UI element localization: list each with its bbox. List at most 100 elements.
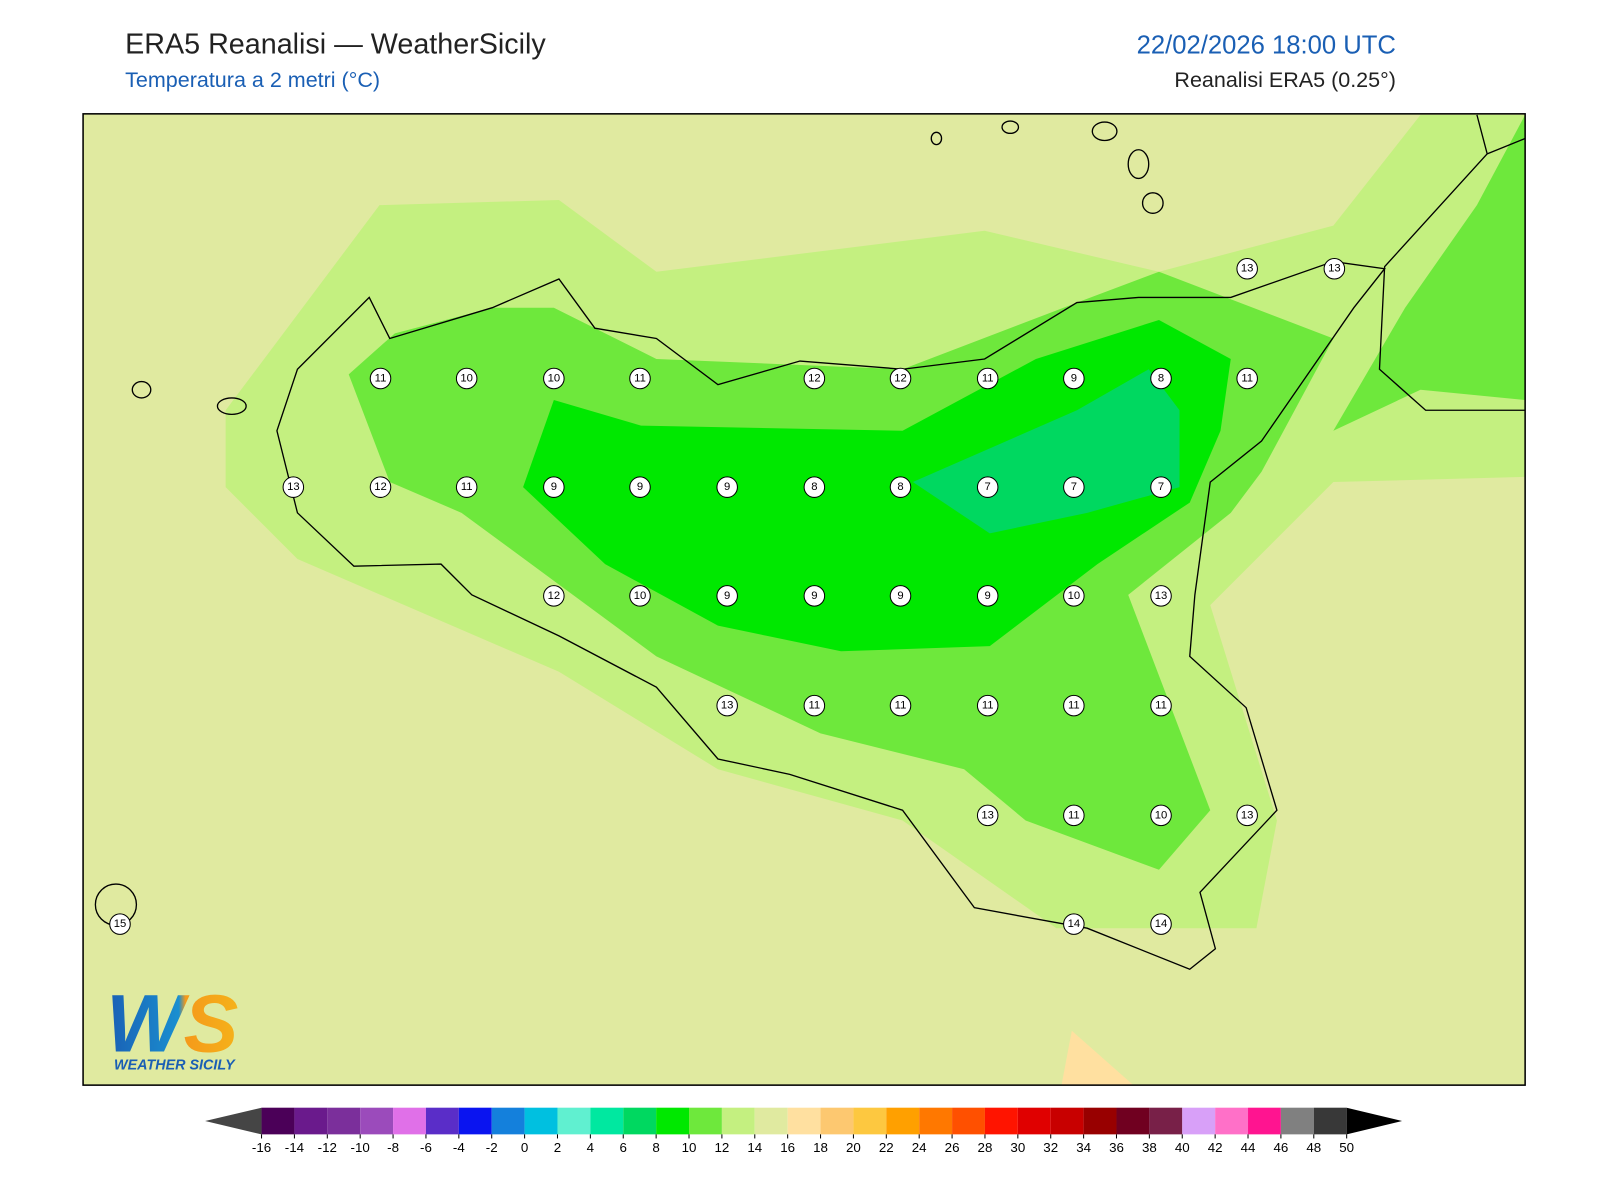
colorbar-tick-label: -12 [318, 1140, 337, 1155]
field-band [523, 320, 1231, 652]
logo-mark: WS [106, 978, 238, 1069]
colorbar-tick-label: 42 [1208, 1140, 1223, 1155]
colorbar-bin [294, 1107, 328, 1135]
field-band [1333, 114, 1526, 431]
colorbar-bin [1116, 1107, 1150, 1135]
station-value: 11 [1068, 809, 1080, 821]
station-value: 7 [1071, 481, 1077, 493]
station-value: 10 [1068, 590, 1081, 602]
colorbar-bin [1017, 1107, 1051, 1135]
station-value: 8 [1158, 372, 1164, 384]
station-marker [976, 694, 999, 717]
station-value: 11 [375, 372, 387, 384]
colorbar-tick-label: 20 [846, 1140, 861, 1155]
colorbar-bin [623, 1107, 657, 1135]
map [83, 113, 1526, 1086]
station-value: 11 [809, 700, 821, 712]
field-band [1061, 1030, 1134, 1086]
station-marker [976, 476, 999, 498]
source: Reanalisi ERA5 (0.25°) [1174, 68, 1395, 92]
station-value: 9 [897, 590, 903, 602]
colorbar-bin [1280, 1107, 1314, 1135]
colorbar-tick-label: 44 [1241, 1140, 1256, 1155]
station-value: 13 [1155, 590, 1168, 602]
station-value: 11 [461, 481, 473, 493]
station-marker [1236, 804, 1258, 827]
station-value: 15 [114, 918, 127, 930]
station-value: 7 [1158, 481, 1164, 493]
station-value: 9 [985, 590, 991, 602]
colorbar-tick-label: 24 [912, 1140, 927, 1155]
colorbar-tick-label: 4 [587, 1140, 595, 1155]
colorbar-bin [820, 1107, 854, 1135]
colorbar-bin [1313, 1107, 1347, 1135]
station-marker [1236, 367, 1258, 390]
colorbar-tick-label: 30 [1010, 1140, 1025, 1155]
station-marker [1063, 694, 1085, 717]
colorbar-bin [491, 1107, 525, 1135]
colorbar-tick-label: 14 [747, 1140, 762, 1155]
station-value: 11 [1155, 700, 1167, 712]
station-value: 11 [982, 372, 994, 384]
colorbar-bin [721, 1107, 755, 1135]
colorbar-tick-label: 0 [521, 1140, 528, 1155]
station-marker [1063, 913, 1085, 935]
station-value: 9 [724, 590, 730, 602]
colorbar-tick-label: 38 [1142, 1140, 1157, 1155]
colorbar-bin [919, 1107, 953, 1135]
station-marker [1150, 367, 1172, 390]
colorbar-bin [952, 1107, 985, 1135]
station-marker [803, 694, 826, 717]
station-value: 13 [1241, 809, 1254, 821]
station-value: 9 [637, 481, 643, 493]
station-marker [976, 585, 999, 607]
colorbar-tick-label: -2 [486, 1140, 498, 1155]
station-marker [369, 367, 392, 390]
station-marker [889, 694, 912, 717]
station-value: 14 [1068, 918, 1081, 930]
colorbar-tick-label: -4 [453, 1140, 465, 1155]
station-value: 11 [982, 700, 994, 712]
colorbar-tick-label: 10 [682, 1140, 697, 1155]
colorbar-bin [656, 1107, 690, 1135]
station-value: 11 [1068, 700, 1080, 712]
colorbar-tick-label: 28 [978, 1140, 993, 1155]
colorbar-tick-label: 36 [1109, 1140, 1124, 1155]
station-value: 10 [634, 590, 647, 602]
station-value: 9 [551, 481, 557, 493]
station-value: 14 [1155, 918, 1168, 930]
station-marker [716, 694, 738, 717]
station-marker [455, 367, 478, 390]
station-marker [1150, 913, 1172, 935]
station-marker [629, 367, 651, 390]
station-value: 13 [1241, 263, 1254, 275]
colorbar-extend-low [205, 1107, 262, 1135]
station-value: 7 [985, 481, 991, 493]
station-value: 12 [548, 590, 561, 602]
colorbar-tick-label: 32 [1043, 1140, 1058, 1155]
colorbar-bin [557, 1107, 591, 1135]
station-value: 10 [460, 372, 473, 384]
station-value: 12 [894, 372, 907, 384]
station-marker [1150, 476, 1172, 498]
station-marker [716, 585, 738, 607]
station-marker [889, 476, 912, 498]
colorbar-tick-label: -16 [252, 1140, 271, 1155]
station-marker [803, 367, 826, 390]
colorbar-bin [853, 1107, 887, 1135]
colorbar-bin [1083, 1107, 1117, 1135]
colorbar-bin [1182, 1107, 1216, 1135]
station-marker [1063, 585, 1085, 607]
station-value: 13 [287, 481, 300, 493]
station-value: 10 [1155, 809, 1168, 821]
colorbar-bin [787, 1107, 821, 1135]
station-marker [629, 585, 651, 607]
station-marker [1063, 476, 1085, 498]
station-value: 11 [895, 700, 907, 712]
colorbar-bin [1050, 1107, 1084, 1135]
station-marker [976, 367, 999, 390]
colorbar-tick-label: -8 [387, 1140, 399, 1155]
datetime: 22/02/2026 18:00 UTC [1137, 31, 1396, 59]
station-marker [455, 476, 478, 498]
